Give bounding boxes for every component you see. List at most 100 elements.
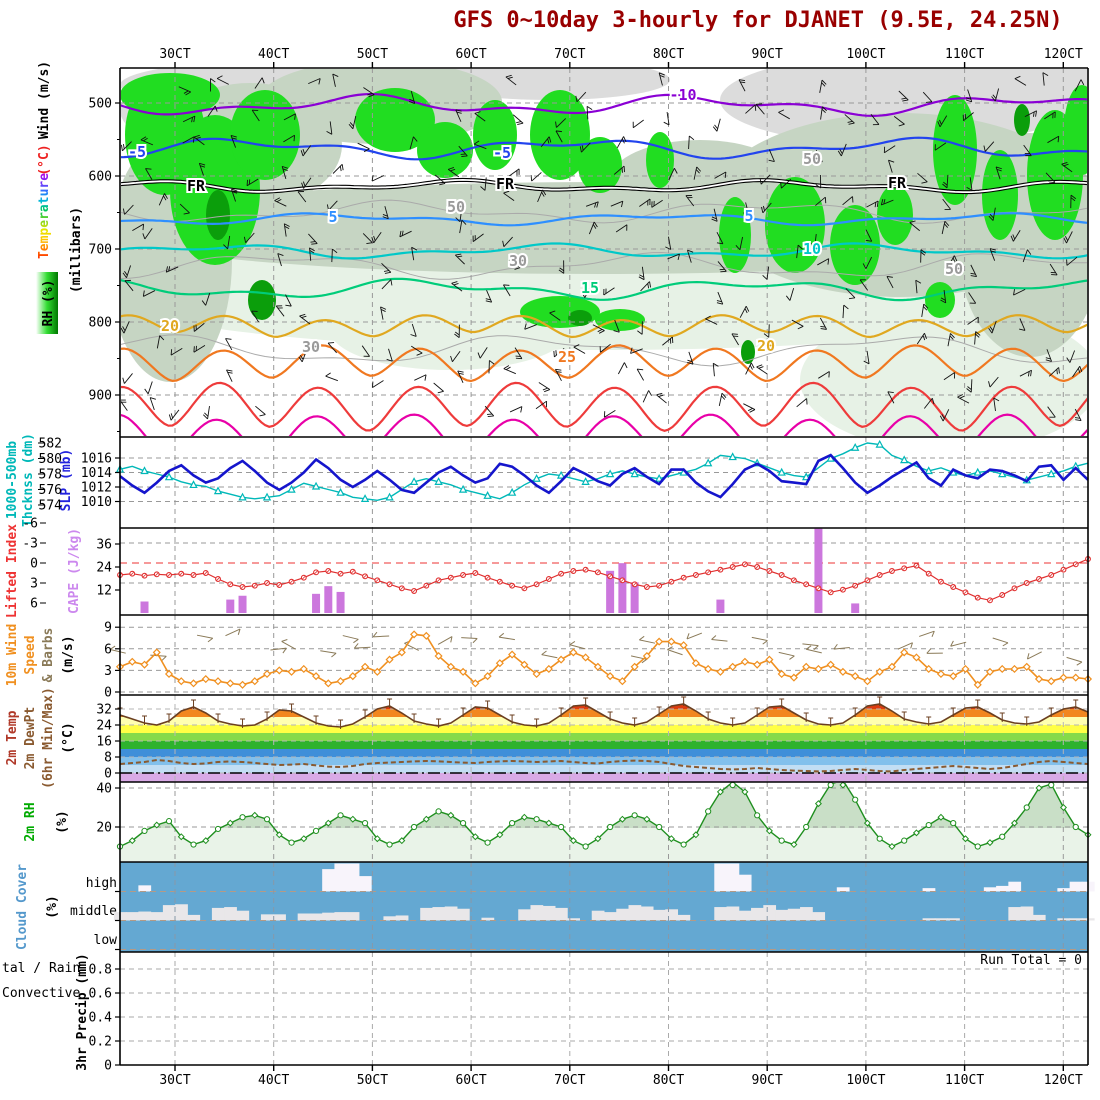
rh-shading-blob xyxy=(1064,85,1087,175)
wind-barb-feather xyxy=(1063,237,1067,244)
cloud-bar-middle xyxy=(1008,907,1022,921)
wind-barb xyxy=(514,347,523,359)
wind-barb-feather xyxy=(458,372,464,375)
wind-barb xyxy=(668,236,672,250)
wind-barb-feather xyxy=(367,92,373,96)
wind-barb xyxy=(718,393,723,407)
wind-barb-feather xyxy=(349,122,354,127)
rh2m-marker xyxy=(618,815,626,823)
wind-barb-feather xyxy=(143,137,148,142)
wind-barb-feather xyxy=(756,364,763,368)
wind-barb-feather xyxy=(202,414,208,420)
wind-speed-marker xyxy=(716,667,725,676)
wind-barb-feather xyxy=(520,406,523,413)
wind10m-barb xyxy=(806,648,822,654)
wind-speed-marker xyxy=(1010,664,1019,674)
wind-barb-feather xyxy=(716,302,723,305)
wind-barb-feather xyxy=(579,146,582,153)
wind-speed-marker xyxy=(912,653,921,662)
cloud-bar-high xyxy=(714,863,728,892)
lifted-index-marker-slash xyxy=(485,575,490,580)
wind-barb xyxy=(301,349,308,363)
wind-barb-feather xyxy=(970,272,976,275)
wind-barb xyxy=(713,208,718,222)
lifted-index-marker-slash xyxy=(497,579,502,584)
cloud-bar-high xyxy=(836,887,850,892)
wind-barb xyxy=(584,285,591,298)
wind-barb xyxy=(245,232,255,243)
wind-barb-feather xyxy=(1056,369,1058,375)
wind-barb xyxy=(179,203,190,214)
wind-barb-feather xyxy=(992,94,997,99)
wind-barb xyxy=(225,338,233,351)
wind-barb-feather xyxy=(770,343,773,349)
wind-barb xyxy=(994,88,1000,102)
wind-speed-marker xyxy=(936,669,946,679)
wind-speed-marker xyxy=(324,679,333,688)
wind-barb-feather xyxy=(659,74,665,78)
wind-barb xyxy=(641,266,645,280)
wind-barb-feather xyxy=(687,249,694,253)
lifted-index-marker-slash xyxy=(1061,567,1066,572)
wind-barb xyxy=(1022,249,1028,263)
wind-barb-feather xyxy=(541,192,545,197)
wind-barb-feather xyxy=(937,121,941,127)
precip-ylabel: 3hr Precip (mm) xyxy=(75,953,90,1070)
wind-barb xyxy=(246,178,259,187)
wind-barb-feather xyxy=(159,335,165,341)
wind10m-barb xyxy=(196,634,213,639)
wind-barb-feather xyxy=(966,186,973,191)
wind-barb xyxy=(893,115,905,125)
contour-label-30: 30 xyxy=(302,338,320,356)
contour-label-25: 25 xyxy=(558,348,576,366)
wind-barb-feather xyxy=(593,221,598,228)
cloud-bar-middle xyxy=(751,907,764,921)
wind-barb xyxy=(362,233,373,244)
wind-barb xyxy=(411,345,423,354)
t2m-tick-label: 32 xyxy=(96,703,112,718)
wind-barb-feather xyxy=(243,236,247,243)
lifted-index-marker-slash xyxy=(473,570,478,576)
lifted-index-marker-slash xyxy=(1024,580,1029,586)
rh2m-marker xyxy=(251,811,259,819)
wind-barb-feather xyxy=(168,266,171,272)
rh-shading-blob xyxy=(877,185,913,245)
cape-label: CAPE (J/kg) xyxy=(67,528,82,614)
series-line xyxy=(119,442,1089,502)
wind-barb-feather xyxy=(922,335,926,341)
upper-degc-label: (°C) xyxy=(37,144,52,175)
cloud-bar-middle xyxy=(922,918,936,921)
rh2m-marker xyxy=(1023,804,1030,811)
lifted-index-marker-slash xyxy=(399,586,404,591)
wind-barb xyxy=(815,196,826,206)
wind-barb xyxy=(688,135,690,150)
rh2m-marker xyxy=(337,812,344,819)
wind-barb xyxy=(592,324,605,331)
cloud-bar-middle xyxy=(714,907,728,921)
wind-speed-marker xyxy=(838,667,847,676)
lifted-index-marker-slash xyxy=(350,569,355,574)
wind-barb-feather xyxy=(424,374,427,381)
wind-barb-feather xyxy=(695,169,700,174)
rh-contour-line xyxy=(121,199,1087,224)
rh2m-marker xyxy=(202,837,210,845)
rh2m-marker xyxy=(839,781,847,789)
wind-barb-feather xyxy=(630,347,633,354)
wind-barb-feather xyxy=(339,166,342,172)
wind-barb-feather xyxy=(457,370,464,373)
wind-speed-marker xyxy=(189,679,198,688)
lifted-index-marker-slash xyxy=(166,572,172,578)
wind-barb xyxy=(509,406,523,413)
wind-barb xyxy=(585,201,599,207)
wind-barb-feather xyxy=(939,119,942,125)
lifted-index-marker-slash xyxy=(644,584,649,590)
wind-barb-feather xyxy=(865,239,872,242)
rh2m-marker xyxy=(594,835,602,843)
wind-barb xyxy=(768,324,770,338)
wind-barb-feather xyxy=(816,158,822,160)
lifted-index-marker-slash xyxy=(632,582,637,587)
lifted-index-marker-slash xyxy=(559,571,564,576)
thickness-marker xyxy=(311,481,321,490)
wind-barb-feather xyxy=(975,331,981,336)
wind-barb-feather xyxy=(887,391,894,394)
